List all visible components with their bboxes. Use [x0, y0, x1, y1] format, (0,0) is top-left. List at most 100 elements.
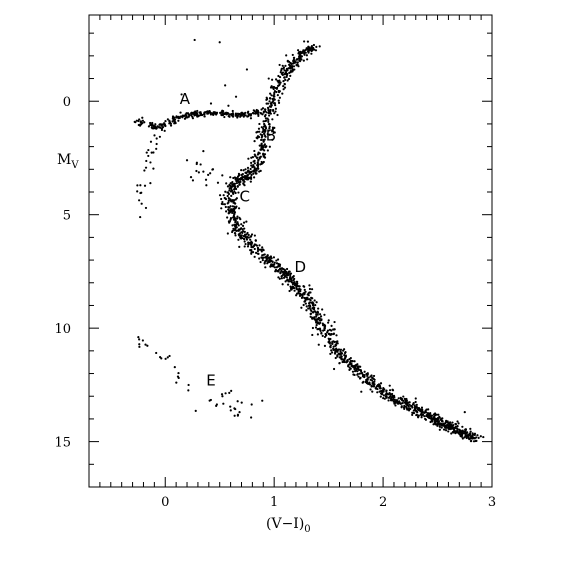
data-point [468, 433, 471, 436]
data-point [282, 273, 286, 276]
data-point [309, 308, 312, 311]
data-point [327, 340, 330, 344]
data-point [342, 349, 345, 352]
data-point [337, 348, 341, 351]
data-point [315, 324, 318, 327]
data-point [315, 315, 318, 318]
data-point [261, 254, 264, 257]
data-point [282, 80, 285, 83]
data-point [238, 245, 241, 248]
data-point [138, 199, 141, 202]
data-point [308, 284, 311, 287]
data-point [221, 395, 224, 398]
data-point [259, 260, 262, 264]
data-point [262, 127, 265, 130]
data-point [250, 173, 253, 177]
data-point [145, 159, 148, 163]
data-point [228, 206, 231, 209]
data-point [283, 86, 287, 89]
data-point [250, 177, 253, 180]
data-point [349, 356, 352, 360]
data-point [273, 112, 276, 115]
data-point [245, 220, 248, 223]
x-tick-label: 3 [488, 495, 496, 510]
data-point [285, 273, 288, 276]
data-point [348, 366, 351, 369]
data-point [359, 365, 362, 368]
data-point [234, 95, 238, 98]
data-point [404, 399, 407, 402]
data-point [297, 290, 300, 293]
data-point [391, 389, 395, 392]
data-point [284, 78, 287, 81]
data-point [249, 238, 252, 241]
data-point [267, 77, 270, 80]
data-point [149, 140, 153, 143]
data-point [202, 170, 205, 173]
data-point [277, 99, 280, 102]
data-point [155, 137, 158, 140]
data-point [280, 267, 284, 270]
data-point [433, 422, 436, 425]
data-point [354, 367, 357, 370]
data-point [153, 134, 156, 137]
data-point [222, 194, 225, 197]
data-point [299, 57, 302, 60]
data-point [285, 276, 288, 279]
annotations: A B C D E [180, 90, 306, 389]
data-point [338, 362, 341, 365]
data-point [263, 253, 266, 256]
data-point [392, 400, 395, 403]
data-point [244, 111, 247, 114]
data-point [284, 71, 288, 74]
data-point [181, 116, 184, 119]
data-point [275, 90, 278, 94]
data-point [361, 381, 364, 384]
data-point [305, 297, 308, 300]
data-point [358, 372, 361, 375]
data-point [253, 176, 256, 179]
data-point [440, 426, 443, 429]
data-point [389, 393, 392, 396]
data-point [151, 124, 155, 127]
data-point [348, 368, 351, 371]
data-point [187, 383, 190, 387]
data-point [140, 191, 143, 194]
data-point [234, 234, 237, 237]
data-point [221, 109, 224, 112]
data-point [454, 425, 457, 428]
data-point [246, 174, 249, 177]
data-point [293, 281, 296, 284]
data-point [438, 428, 441, 431]
data-point [451, 421, 454, 424]
data-point [438, 425, 441, 428]
data-point [263, 115, 267, 118]
data-point [145, 151, 148, 154]
data-point [311, 317, 314, 320]
data-point [268, 100, 271, 103]
data-point [137, 119, 140, 123]
data-point [276, 79, 279, 82]
annotation-label: B [266, 126, 276, 144]
data-point [479, 435, 482, 438]
data-point [256, 111, 259, 114]
data-point [313, 299, 316, 302]
data-point [266, 254, 269, 257]
data-point [233, 199, 236, 202]
data-point [432, 413, 435, 416]
data-point [302, 59, 305, 62]
data-point [289, 74, 292, 77]
data-point [263, 261, 266, 264]
data-point [275, 266, 278, 269]
data-point [311, 326, 315, 330]
data-point [283, 76, 286, 79]
data-point [365, 372, 368, 376]
data-point [319, 315, 323, 318]
data-point [233, 183, 236, 186]
data-point [463, 436, 466, 439]
data-point [184, 113, 187, 116]
y-tick-label: 15 [54, 436, 71, 451]
data-point [236, 115, 239, 118]
data-point [171, 117, 174, 120]
data-point [141, 116, 144, 119]
